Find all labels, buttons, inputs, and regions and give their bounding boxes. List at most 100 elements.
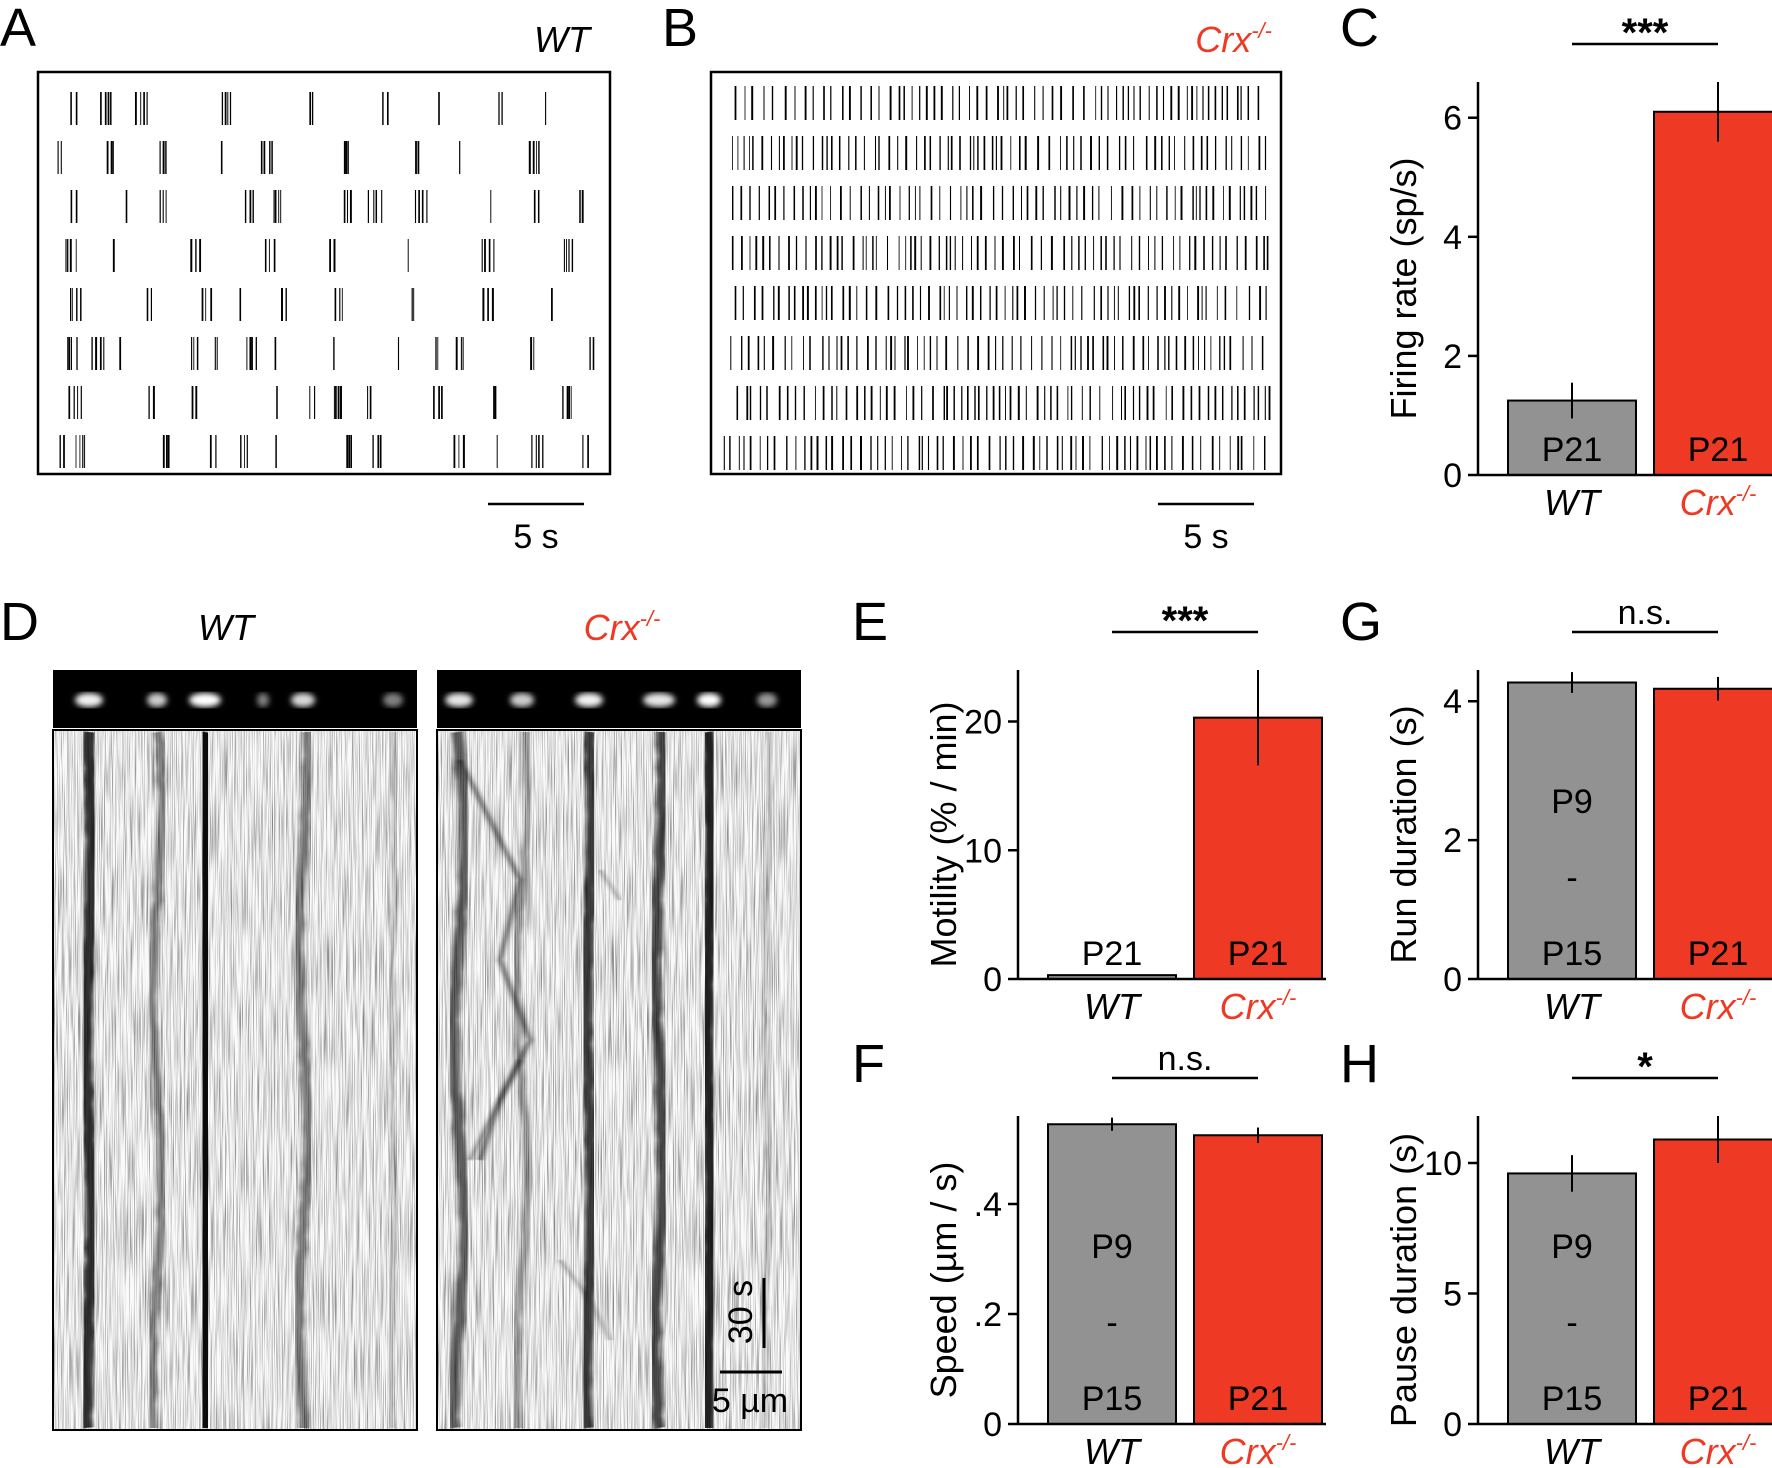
bar-label-line: P15	[1082, 1380, 1143, 1418]
bar-label-line: P9	[1551, 1228, 1593, 1266]
y-tick-label: 0	[983, 961, 1002, 999]
kymograph-wt-image-strip	[53, 670, 417, 728]
image-bright-spot	[257, 693, 269, 707]
raster-crx-genotype-name: Crx	[1195, 19, 1253, 60]
y-tick-label: 10	[1424, 1145, 1462, 1183]
bar-label-line: P15	[1542, 935, 1603, 973]
kymograph-wt-noise	[54, 731, 416, 1429]
y-tick-label: 0	[1443, 457, 1462, 495]
image-bright-spot	[147, 693, 167, 707]
bar-label: P21	[1688, 1380, 1749, 1418]
bar-crx	[1653, 687, 1772, 980]
x-category-label: WT	[1544, 482, 1603, 523]
x-category-label: WT	[1084, 986, 1143, 1027]
significance-label: *	[1637, 1045, 1653, 1089]
bar-chart-c: 0 2 4 6 Firing rate (sp/s) P21 WT P21 Crx-/- ***	[1383, 11, 1772, 523]
panel-letter-c: C	[1340, 0, 1379, 58]
bar-label: P9 - P15	[1542, 1228, 1603, 1418]
bar-label: P21	[1082, 935, 1143, 973]
bar-label-line: P9	[1551, 783, 1593, 821]
x-category-name: WT	[1084, 986, 1143, 1027]
raster-crx-scale-label: 5 s	[1183, 518, 1228, 556]
x-category-label: Crx-/-	[1680, 481, 1757, 523]
x-category-name: Crx	[1220, 1431, 1278, 1468]
y-tick-label: 2	[1443, 338, 1462, 376]
x-category-name: Crx	[1680, 986, 1738, 1027]
image-bright-spot	[189, 693, 221, 707]
bar-label: P21	[1228, 935, 1289, 973]
raster-crx-genotype-sup: -/-	[1251, 18, 1272, 43]
raster-wt-spikes	[57, 92, 595, 468]
y-tick-label: .2	[974, 1296, 1002, 1334]
y-tick-label: .4	[974, 1186, 1002, 1224]
image-bright-spot	[575, 693, 603, 707]
bar-label: P9 - P15	[1542, 783, 1603, 973]
x-category-name: Crx	[1680, 482, 1738, 523]
x-category-name: WT	[1084, 1431, 1143, 1468]
kymograph-crx-noise	[438, 731, 800, 1429]
image-bright-spot	[757, 693, 777, 707]
bar-label: P9 - P15	[1082, 1228, 1143, 1418]
image-bright-spot	[291, 693, 315, 707]
x-category-name: WT	[1544, 986, 1603, 1027]
bar-label: P21	[1688, 935, 1749, 973]
raster-wt-frame	[36, 70, 612, 476]
x-category-sup: -/-	[1276, 985, 1297, 1010]
y-axis-label: Run duration (s)	[1383, 705, 1424, 963]
image-bright-spot	[75, 693, 103, 707]
image-bright-spot	[643, 693, 675, 707]
raster-wt: WT 5 s	[36, 19, 612, 556]
significance-label: n.s.	[1158, 1040, 1213, 1078]
x-category-label: Crx-/-	[1680, 985, 1757, 1027]
raster-crx: Crx-/- 5 s	[709, 18, 1283, 556]
bar-chart-g: 0 2 4 Run duration (s) P9 - P15 WT P21 Crx-/- n.s.	[1383, 594, 1772, 1027]
kymograph-crx-label-name: Crx	[584, 607, 642, 648]
x-category-label: Crx-/-	[1680, 1430, 1757, 1468]
y-tick-label: 4	[1443, 683, 1462, 721]
image-bright-spot	[383, 693, 403, 707]
bar-label: P21	[1688, 431, 1749, 469]
x-category-label: Crx-/-	[1220, 985, 1297, 1027]
x-category-sup: -/-	[1736, 985, 1757, 1010]
bar-label-line: -	[1106, 1304, 1117, 1342]
y-tick-label: 0	[983, 1406, 1002, 1444]
bar-label-line: -	[1566, 859, 1577, 897]
raster-wt-genotype: WT	[534, 19, 593, 60]
y-tick-label: 0	[1443, 961, 1462, 999]
x-category-name: WT	[1544, 1431, 1603, 1468]
bar-label-line: P9	[1091, 1228, 1133, 1266]
bar-crx	[1653, 110, 1772, 476]
kymograph-crx-label: Crx-/-	[584, 606, 661, 648]
panel-letter-e: E	[852, 592, 888, 652]
y-axis-label: Motility (% / min)	[923, 701, 964, 967]
image-bright-spot	[697, 693, 721, 707]
x-category-sup: -/-	[1276, 1430, 1297, 1455]
significance-label: n.s.	[1618, 594, 1673, 632]
x-category-name: WT	[1544, 482, 1603, 523]
kymograph-space-scale-label: 5 µm	[712, 1382, 788, 1420]
bar-label-line: -	[1566, 1304, 1577, 1342]
panel-letter-b: B	[662, 0, 698, 58]
significance-label: ***	[1622, 11, 1669, 55]
bar-wt	[1507, 1172, 1637, 1425]
panel-letter-d: D	[0, 592, 39, 652]
kymograph-crx-label-sup: -/-	[640, 606, 661, 631]
x-category-label: WT	[1544, 1431, 1603, 1468]
bar-label: P21	[1542, 431, 1603, 469]
x-category-sup: -/-	[1736, 1430, 1757, 1455]
x-category-name: Crx	[1220, 986, 1278, 1027]
y-tick-label: 4	[1443, 219, 1462, 257]
kymograph-crx-image-dots	[445, 693, 777, 707]
kymograph-wt-label: WT	[198, 607, 257, 648]
raster-wt-scale-label: 5 s	[513, 518, 558, 556]
bar-label-line: P15	[1542, 1380, 1603, 1418]
x-category-label: WT	[1544, 986, 1603, 1027]
y-tick-label: 10	[964, 832, 1002, 870]
image-bright-spot	[510, 693, 534, 707]
raster-crx-genotype: Crx-/-	[1195, 18, 1272, 60]
y-tick-label: 6	[1443, 100, 1462, 138]
panel-letter-a: A	[0, 0, 36, 58]
